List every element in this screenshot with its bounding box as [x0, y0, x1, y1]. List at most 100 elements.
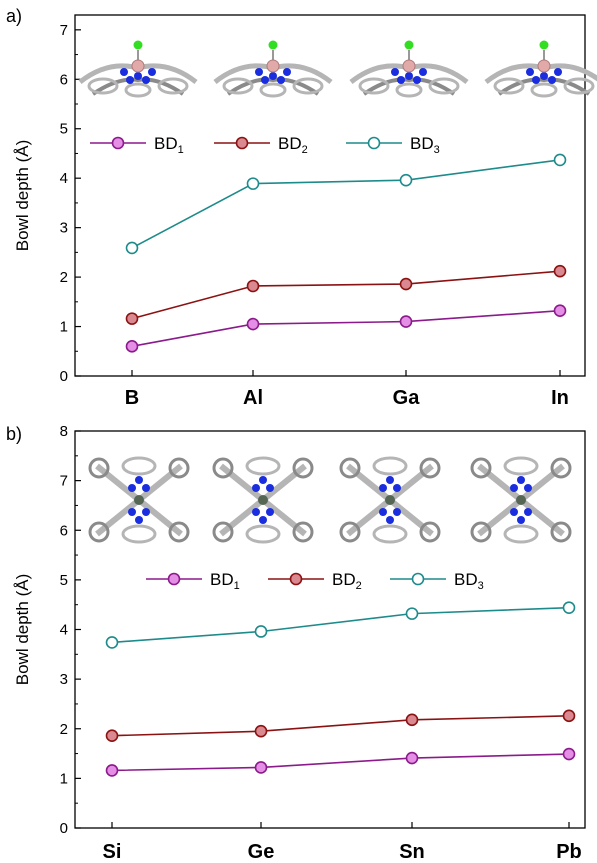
ring — [245, 456, 281, 476]
nitrogen-atom — [142, 76, 150, 84]
ring — [212, 521, 234, 543]
series-line — [111, 753, 570, 772]
y-tick-label: 2 — [60, 269, 68, 286]
legend-item: BD1 — [90, 134, 184, 156]
y-axis-title: Bowl depth (Å) — [13, 574, 32, 686]
ring — [88, 457, 110, 479]
ring — [339, 457, 361, 479]
ring — [358, 77, 390, 95]
x-category-label: Ga — [393, 387, 421, 409]
nitrogen-atom — [269, 72, 277, 80]
ring — [470, 457, 492, 479]
legend-item: BD2 — [214, 134, 308, 156]
data-point — [553, 264, 567, 278]
data-point — [105, 729, 119, 742]
data-point — [405, 713, 419, 727]
nitrogen-atom — [142, 508, 150, 516]
molecule-structure-icon — [339, 456, 441, 544]
nitrogen-atom — [413, 76, 421, 84]
y-tick-label: 3 — [60, 220, 68, 237]
legend-marker — [411, 572, 425, 586]
nitrogen-atom — [259, 516, 267, 524]
y-tick-label: 7 — [60, 22, 68, 39]
data-point — [105, 764, 119, 777]
legend-label: BD1 — [210, 570, 240, 592]
y-axis-title: Bowl depth (Å) — [13, 140, 32, 252]
molecule-structure-icon — [484, 40, 597, 98]
data-point — [125, 340, 139, 353]
legend-marker — [289, 572, 303, 586]
nitrogen-atom — [510, 484, 518, 492]
nitrogen-atom — [386, 476, 394, 484]
chlorine-atom — [539, 40, 549, 50]
nitrogen-atom — [128, 508, 136, 516]
ring — [503, 524, 539, 544]
ring — [550, 457, 572, 479]
data-point — [553, 153, 567, 167]
nitrogen-atom — [277, 76, 285, 84]
ring — [563, 77, 595, 95]
nitrogen-atom — [517, 516, 525, 524]
nitrogen-atom — [386, 516, 394, 524]
central-atom — [131, 59, 145, 73]
legend-label: BD2 — [332, 570, 362, 592]
data-point — [562, 747, 576, 761]
nitrogen-atom — [510, 508, 518, 516]
chart-panel-a: 0 1 2 3 4 5 6 7 B Al Ga In a) Bowl depth (Å) BD1 BD2 BD3 — [6, 6, 597, 409]
nitrogen-atom — [135, 476, 143, 484]
nitrogen-atom — [524, 508, 532, 516]
data-point — [246, 279, 260, 293]
nitrogen-atom — [266, 508, 274, 516]
y-tick-label: 8 — [60, 423, 68, 440]
arm — [95, 497, 141, 537]
arm — [346, 497, 392, 537]
y-tick-label: 7 — [60, 473, 68, 490]
ring — [259, 82, 287, 98]
molecule-structure-icon — [88, 456, 190, 544]
legend-label: BD3 — [410, 134, 440, 156]
x-category-label: In — [551, 387, 569, 409]
molecule-structures — [78, 40, 597, 98]
nitrogen-atom — [393, 484, 401, 492]
ring — [168, 457, 190, 479]
ring — [493, 77, 525, 95]
chlorine-atom — [133, 40, 143, 50]
data-point — [254, 761, 268, 774]
series-line — [131, 270, 561, 320]
nitrogen-atom — [252, 508, 260, 516]
ring — [88, 521, 110, 543]
nitrogen-atom — [255, 68, 263, 76]
nitrogen-atom — [524, 484, 532, 492]
arm — [388, 463, 434, 503]
nitrogen-atom — [393, 508, 401, 516]
ring — [87, 77, 119, 95]
ring — [372, 456, 408, 476]
series-line — [131, 309, 561, 348]
data-point — [553, 304, 567, 318]
y-tick-label: 1 — [60, 319, 68, 336]
ring — [157, 77, 189, 95]
arm — [477, 463, 523, 503]
ring — [121, 456, 157, 476]
x-category-label: Sn — [399, 841, 425, 863]
data-point — [562, 601, 576, 614]
ring — [212, 457, 234, 479]
data-point — [125, 312, 139, 325]
nitrogen-atom — [259, 476, 267, 484]
series-BD3 — [125, 153, 567, 255]
series-line — [131, 159, 561, 249]
legend-marker — [111, 136, 125, 150]
series-line — [111, 715, 570, 737]
data-point — [254, 625, 268, 638]
ring — [292, 457, 314, 479]
arm — [519, 497, 565, 537]
arm — [95, 463, 141, 503]
y-tick-label: 5 — [60, 121, 68, 138]
nitrogen-atom — [142, 484, 150, 492]
x-category-label: Al — [243, 387, 263, 409]
data-point — [562, 709, 576, 723]
series-BD3 — [105, 601, 576, 649]
molecule-structure-icon — [349, 40, 469, 98]
nitrogen-atom — [126, 76, 134, 84]
